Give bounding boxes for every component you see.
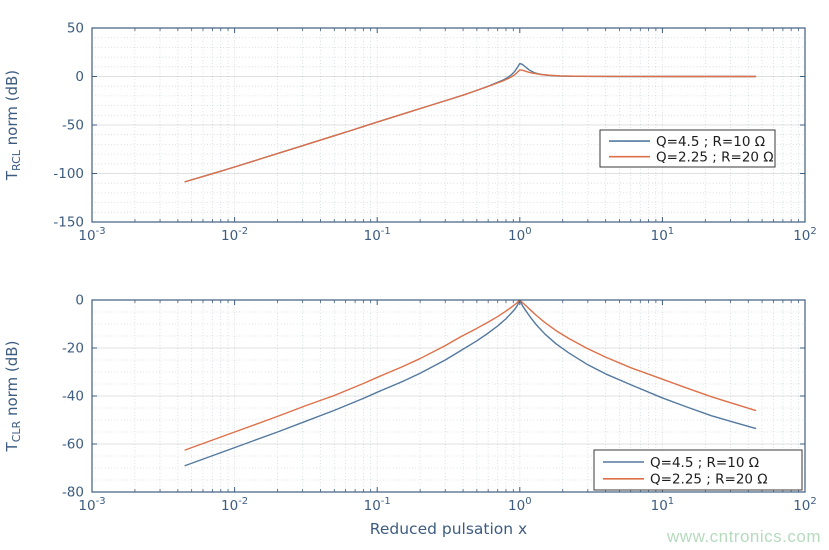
y-tick-label: -20	[62, 341, 84, 357]
x-tick-label: 100	[508, 226, 532, 244]
legend-entry-label: Q=2.25 ; R=20 Ω	[650, 472, 768, 488]
x-tick-label: 101	[651, 226, 675, 244]
plot-area	[92, 28, 805, 222]
series-line-1	[184, 299, 757, 451]
x-tick-label: 10-3	[78, 496, 105, 514]
legend-entry-label: Q=4.5 ; R=10 Ω	[650, 455, 759, 471]
y-tick-label: -40	[62, 389, 84, 405]
series-line-1	[184, 69, 757, 183]
y-tick-label: 0	[75, 69, 84, 85]
x-tick-label: 10-2	[221, 226, 248, 244]
series-line-0	[184, 299, 757, 467]
legend: Q=4.5 ; R=10 ΩQ=2.25 ; R=20 Ω	[593, 449, 803, 491]
watermark: www.cntronics.com	[667, 527, 821, 546]
y-tick-label: -60	[62, 437, 84, 453]
legend-entry-label: Q=2.25 ; R=20 Ω	[656, 149, 774, 165]
x-axis-label: Reduced pulsation x	[370, 520, 527, 538]
y-axis-label: TCLR norm (dB)	[3, 341, 23, 453]
legend-box	[593, 449, 803, 491]
x-tick-label: 10-1	[364, 496, 391, 514]
x-tick-label: 100	[508, 496, 532, 514]
y-tick-label: -100	[53, 166, 84, 182]
y-axis-label: TRCL norm (dB)	[3, 70, 23, 181]
legend-box	[599, 129, 776, 168]
x-tick-label: 101	[651, 496, 675, 514]
y-tick-label: -150	[53, 215, 84, 231]
x-tick-label: 102	[793, 496, 817, 514]
legend: Q=4.5 ; R=10 ΩQ=2.25 ; R=20 Ω	[599, 129, 776, 168]
x-tick-label: 10-3	[78, 226, 105, 244]
y-tick-label: 50	[67, 21, 84, 37]
y-tick-label: 0	[75, 293, 84, 309]
x-tick-label: 102	[793, 226, 817, 244]
legend-entry-label: Q=4.5 ; R=10 Ω	[656, 134, 765, 150]
x-tick-label: 10-2	[221, 496, 248, 514]
y-tick-label: -50	[62, 118, 84, 134]
y-tick-label: -80	[62, 485, 84, 501]
x-tick-label: 10-1	[364, 226, 391, 244]
